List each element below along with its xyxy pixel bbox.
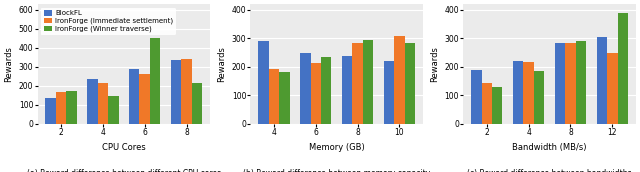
- Bar: [98, 83, 108, 124]
- Bar: [108, 96, 118, 124]
- Bar: [618, 13, 628, 124]
- Bar: [384, 61, 394, 124]
- Bar: [258, 41, 269, 124]
- Bar: [353, 44, 363, 124]
- Bar: [394, 35, 404, 124]
- Bar: [56, 93, 67, 124]
- Bar: [471, 70, 481, 124]
- Bar: [171, 60, 181, 124]
- Bar: [404, 44, 415, 124]
- Bar: [481, 83, 492, 124]
- Bar: [310, 63, 321, 124]
- Bar: [129, 69, 140, 124]
- Bar: [140, 73, 150, 124]
- Y-axis label: Rewards: Rewards: [217, 46, 226, 82]
- Bar: [576, 41, 586, 124]
- Text: (a) Reward difference between different CPU cores: (a) Reward difference between different …: [27, 169, 221, 172]
- Bar: [596, 37, 607, 124]
- Bar: [524, 62, 534, 124]
- Legend: BlockFL, IronForge (Immediate settlement), IronForge (Winner traverse): BlockFL, IronForge (Immediate settlement…: [41, 8, 176, 35]
- X-axis label: Memory (GB): Memory (GB): [308, 143, 365, 152]
- Bar: [513, 61, 524, 124]
- Y-axis label: Rewards: Rewards: [430, 46, 439, 82]
- Bar: [279, 72, 290, 124]
- X-axis label: CPU Cores: CPU Cores: [102, 143, 146, 152]
- Bar: [45, 98, 56, 124]
- Bar: [181, 59, 192, 124]
- Bar: [150, 38, 161, 124]
- Bar: [492, 87, 502, 124]
- Bar: [534, 71, 544, 124]
- Bar: [555, 43, 565, 124]
- Bar: [363, 40, 373, 124]
- Bar: [607, 53, 618, 124]
- Bar: [87, 79, 98, 124]
- Text: (b) Reward difference between memory capacity: (b) Reward difference between memory cap…: [243, 169, 430, 172]
- Bar: [67, 91, 77, 124]
- Bar: [321, 57, 332, 124]
- Bar: [300, 53, 310, 124]
- Text: (c) Reward difference between bandwidths: (c) Reward difference between bandwidths: [467, 169, 632, 172]
- Bar: [342, 56, 353, 124]
- X-axis label: Bandwidth (MB/s): Bandwidth (MB/s): [512, 143, 587, 152]
- Bar: [192, 83, 202, 124]
- Bar: [269, 69, 279, 124]
- Y-axis label: Rewards: Rewards: [4, 46, 13, 82]
- Bar: [565, 43, 576, 124]
